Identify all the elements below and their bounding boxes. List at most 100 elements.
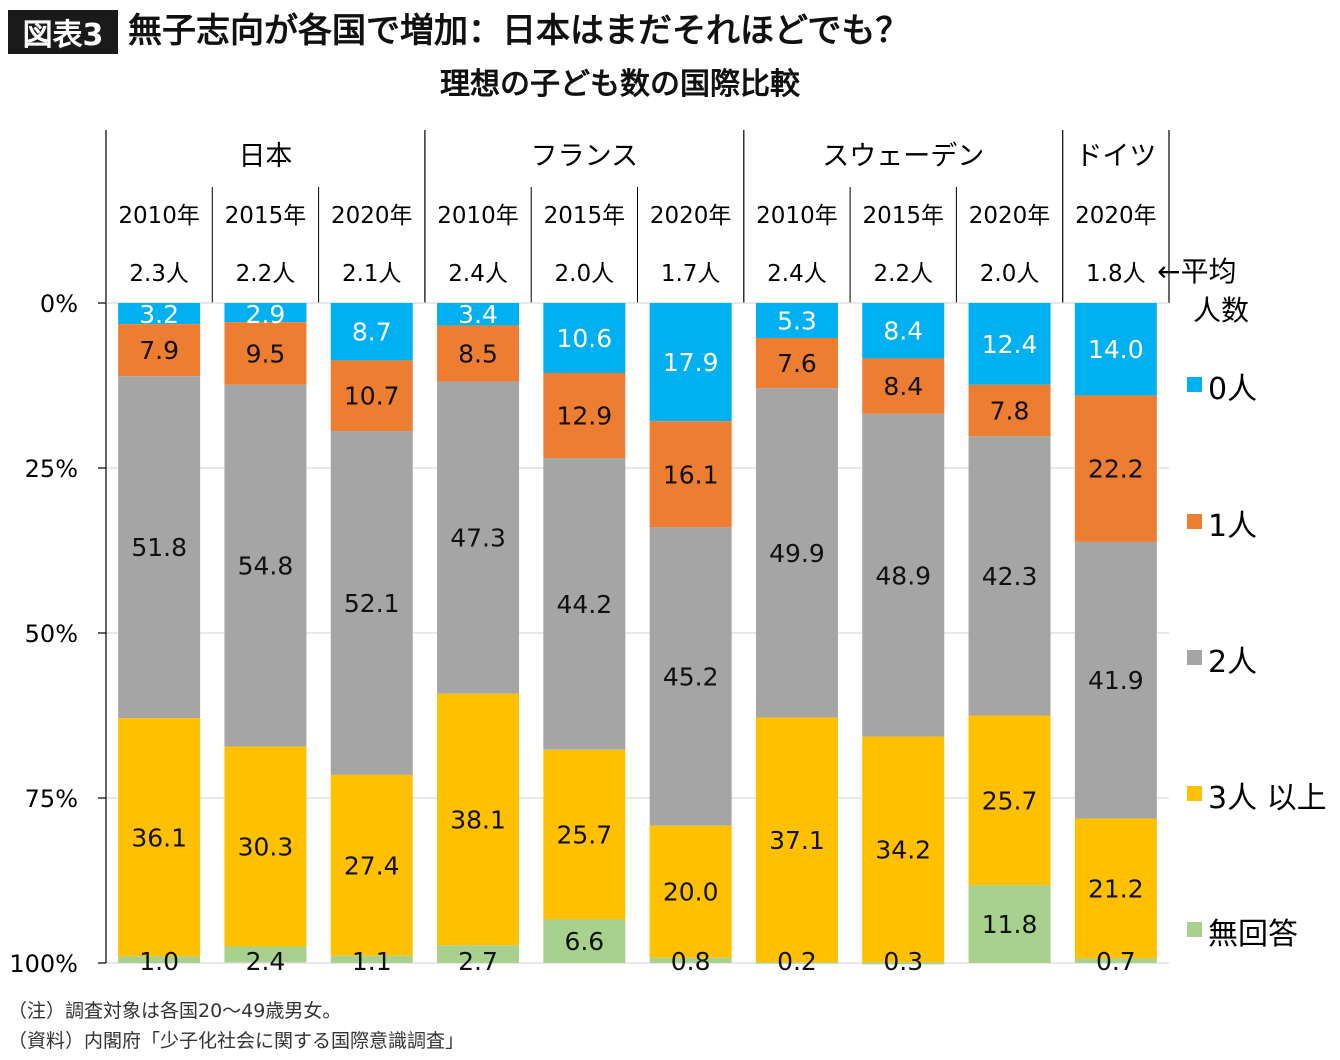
bar-segment <box>543 749 626 920</box>
data-label: 30.3 <box>238 833 294 862</box>
bar-segment <box>224 303 307 323</box>
y-tick-label: 100% <box>9 950 78 978</box>
data-label: 9.5 <box>246 339 286 368</box>
bar-segment <box>1074 541 1157 819</box>
data-label: 44.2 <box>557 590 613 619</box>
y-tick-label: 0% <box>40 290 78 318</box>
data-label: 1.0 <box>139 947 179 976</box>
year-label: 2020年 <box>650 203 732 229</box>
bar-segment <box>543 372 626 459</box>
data-label: 48.9 <box>875 561 931 590</box>
year-label: 2020年 <box>331 203 413 229</box>
data-label: 0.8 <box>671 947 711 976</box>
legend-swatch <box>1187 786 1202 801</box>
bar-segment <box>649 527 732 826</box>
data-label: 34.2 <box>875 835 931 864</box>
data-label: 2.4 <box>246 947 286 976</box>
bar-segment <box>118 718 201 957</box>
bar-segment <box>330 360 413 432</box>
y-tick-label: 75% <box>25 785 78 813</box>
legend-swatch <box>1187 650 1202 665</box>
bar-segment <box>330 955 413 963</box>
bar-segment <box>968 384 1051 437</box>
data-label: 38.1 <box>450 805 506 834</box>
bar-segment <box>224 746 307 947</box>
data-label: 10.6 <box>557 324 613 353</box>
bar-segment <box>224 946 307 963</box>
bar-segment <box>437 693 520 946</box>
bar-segment <box>118 956 201 963</box>
average-label: 2.1人 <box>342 261 402 287</box>
bar-segment <box>437 945 520 963</box>
bar-segment <box>862 736 945 963</box>
year-label: 2015年 <box>225 203 307 229</box>
data-label: 54.8 <box>238 552 294 581</box>
bar-segment <box>862 962 945 965</box>
bar-segment <box>862 358 945 414</box>
data-label: 2.7 <box>458 947 498 976</box>
bar-segment <box>437 325 520 382</box>
y-tick-label: 50% <box>25 620 78 648</box>
bar-segment <box>437 381 520 694</box>
data-label: 37.1 <box>769 826 825 855</box>
bar-segment <box>543 303 626 373</box>
chart-title: 無子志向が各国で増加：日本はまだそれほどでも？ <box>128 11 910 51</box>
data-label: 0.7 <box>1096 947 1136 976</box>
bar-segment <box>862 303 945 359</box>
data-label: 2.9 <box>246 300 286 329</box>
year-label: 2010年 <box>118 203 200 229</box>
bar-segment <box>330 431 413 775</box>
year-label: 2015年 <box>544 203 626 229</box>
data-label: 49.9 <box>769 539 825 568</box>
bar-segment <box>118 324 201 377</box>
bar-segment <box>330 774 413 956</box>
average-label: 2.2人 <box>873 261 933 287</box>
average-label: 2.4人 <box>448 261 508 287</box>
data-label: 0.3 <box>883 947 923 976</box>
data-label: 47.3 <box>450 524 506 553</box>
y-axis: 0% 25% 50% 75% 100% <box>9 290 107 978</box>
bar-segment <box>1074 958 1157 963</box>
figure-number-badge: 図表3 <box>8 10 118 54</box>
data-label: 5.3 <box>777 306 817 335</box>
data-label: 51.8 <box>131 533 187 562</box>
average-label: 1.8人 <box>1086 261 1146 287</box>
data-label: 3.2 <box>139 300 179 329</box>
year-label: 2015年 <box>862 203 944 229</box>
bar-segment <box>968 715 1051 886</box>
bar-segment <box>755 717 838 963</box>
data-label: 8.7 <box>352 318 392 347</box>
bar-segment <box>437 303 520 326</box>
bar-segment <box>755 962 838 964</box>
bar-segment <box>224 384 307 747</box>
average-label: 1.7人 <box>661 261 721 287</box>
category-header-table: 日本 フランス スウェーデン ドイツ 2010年 2.3人 2015年 2.2人 2020年 2.… <box>105 130 1249 327</box>
legend-label: 2人 <box>1208 645 1257 680</box>
data-label: 0.2 <box>777 947 817 976</box>
data-label: 7.6 <box>777 349 817 378</box>
y-tick-label: 25% <box>25 455 78 483</box>
group-label: フランス <box>531 141 638 172</box>
data-label: 45.2 <box>663 663 719 692</box>
data-label: 1.1 <box>352 947 392 976</box>
bar-segment <box>862 413 945 737</box>
average-label: 2.2人 <box>236 261 296 287</box>
legend-label: 1人 <box>1208 509 1257 544</box>
legend-label: 0人 <box>1208 372 1257 407</box>
source-note: （資料）内閣府「少子化社会に関する国際意識調査」 <box>8 1030 465 1052</box>
year-label: 2010年 <box>756 203 838 229</box>
data-label: 14.0 <box>1088 335 1144 364</box>
chart-subtitle: 理想の子ども数の国際比較 <box>440 67 800 102</box>
data-label: 25.7 <box>557 821 613 850</box>
bar-segment <box>649 303 732 422</box>
bar-segment <box>1074 395 1157 542</box>
bar-segment <box>224 322 307 385</box>
group-label: スウェーデン <box>822 141 984 172</box>
bar-segment <box>755 337 838 389</box>
data-label: 27.4 <box>344 851 400 880</box>
footnote: （注）調査対象は各国20～49歳男女。 <box>8 1000 342 1022</box>
data-label: 25.7 <box>982 786 1038 815</box>
data-label: 36.1 <box>131 823 187 852</box>
data-label: 17.9 <box>663 348 719 377</box>
legend-swatch <box>1187 922 1202 937</box>
